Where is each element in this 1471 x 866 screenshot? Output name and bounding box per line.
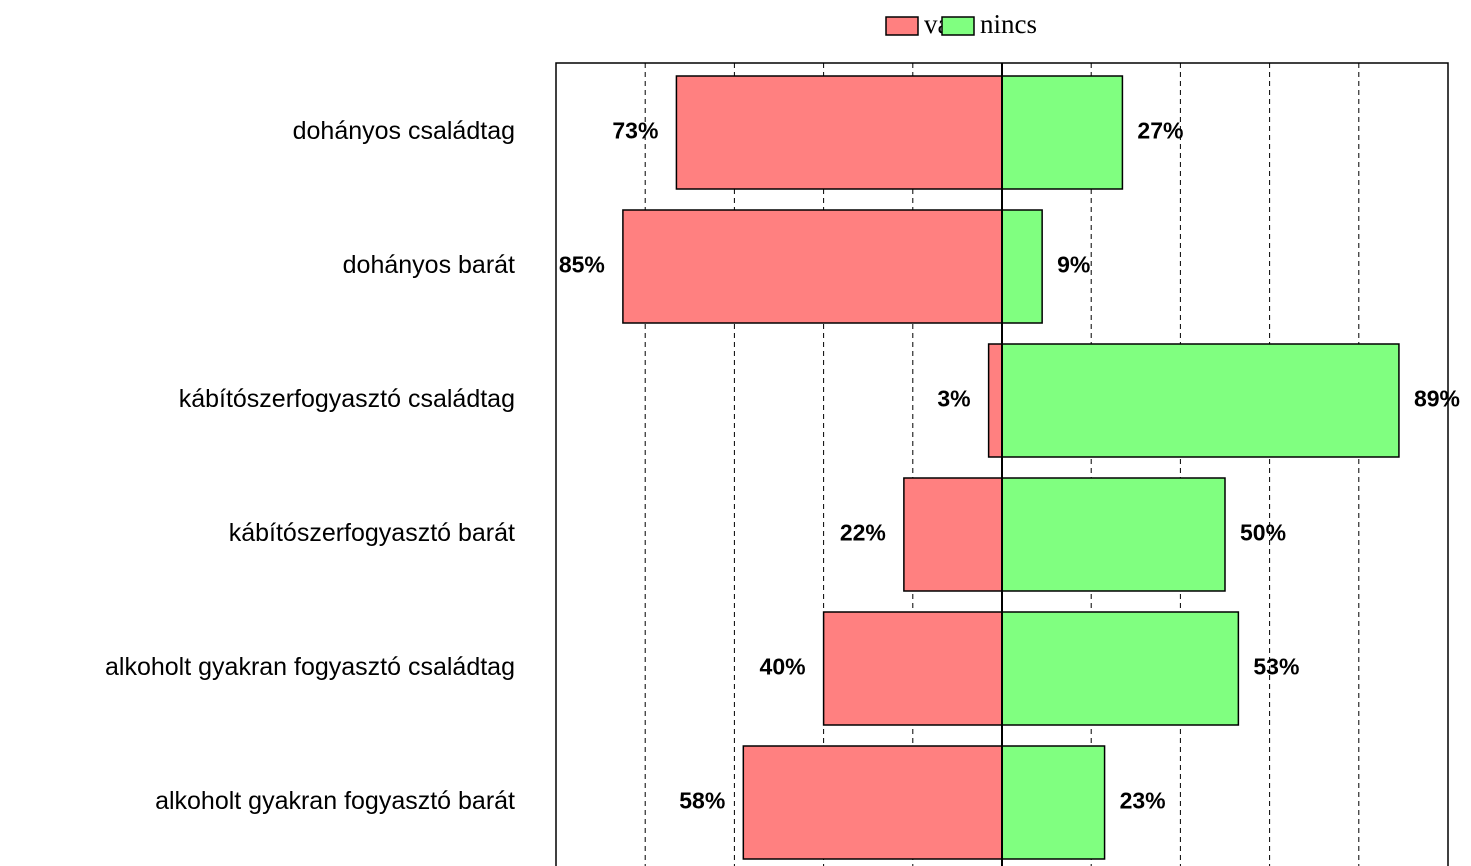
category-label: alkoholt gyakran fogyasztó barát xyxy=(155,787,515,815)
bar xyxy=(622,209,1003,324)
value-label: 40% xyxy=(760,654,806,680)
category-label: dohányos barát xyxy=(343,251,515,279)
legend-label: nincs xyxy=(980,9,1037,39)
bar xyxy=(1001,209,1043,324)
legend-swatch xyxy=(941,16,975,36)
value-label: 23% xyxy=(1120,788,1166,814)
category-label: alkoholt gyakran fogyasztó családtag xyxy=(105,653,515,681)
bar xyxy=(903,477,1003,592)
value-label: 58% xyxy=(679,788,725,814)
bar xyxy=(1001,75,1124,190)
bar xyxy=(1001,745,1106,860)
legend-swatch xyxy=(885,16,919,36)
bar xyxy=(822,611,1003,726)
category-label: kábítószerfogyasztó családtag xyxy=(179,385,515,413)
value-label: 22% xyxy=(840,520,886,546)
bar xyxy=(1001,343,1400,458)
category-label: dohányos családtag xyxy=(293,117,515,145)
value-label: 9% xyxy=(1057,252,1090,278)
bar xyxy=(675,75,1003,190)
value-label: 50% xyxy=(1240,520,1286,546)
category-label: kábítószerfogyasztó barát xyxy=(229,519,515,547)
value-label: 53% xyxy=(1253,654,1299,680)
value-label: 27% xyxy=(1137,118,1183,144)
bar xyxy=(742,745,1003,860)
bar xyxy=(987,343,1003,458)
value-label: 3% xyxy=(937,386,970,412)
value-label: 73% xyxy=(612,118,658,144)
value-label: 89% xyxy=(1414,386,1460,412)
bar xyxy=(1001,477,1226,592)
value-label: 85% xyxy=(559,252,605,278)
bar xyxy=(1001,611,1240,726)
